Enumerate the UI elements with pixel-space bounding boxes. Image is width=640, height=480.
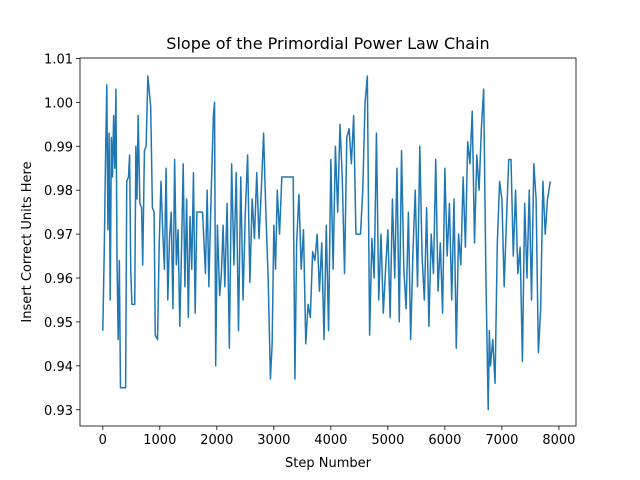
y-tick-label: 1.01 [44, 52, 73, 67]
chart-title: Slope of the Primordial Power Law Chain [166, 34, 489, 53]
x-tick-label: 3000 [257, 433, 290, 448]
y-tick-label: 0.93 [44, 404, 73, 419]
y-tick-label: 0.95 [44, 316, 73, 331]
y-tick-label: 1.00 [44, 96, 73, 111]
data-line [102, 75, 552, 411]
x-tick-label: 6000 [428, 433, 461, 448]
y-tick-label: 0.97 [44, 228, 73, 243]
y-tick-label: 0.94 [44, 360, 73, 375]
y-tick-label: 0.98 [44, 184, 73, 199]
y-axis-label: Insert Correct Units Here [20, 161, 35, 322]
x-tick-label: 7000 [485, 433, 518, 448]
y-tick-label: 0.99 [44, 140, 73, 155]
x-tick-label: 5000 [371, 433, 404, 448]
x-axis-label: Step Number [285, 456, 372, 471]
x-tick-label: 4000 [314, 433, 347, 448]
x-tick-label: 0 [99, 433, 107, 448]
x-tick-label: 8000 [542, 433, 575, 448]
x-tick-label: 1000 [143, 433, 176, 448]
plot-frame [79, 57, 577, 427]
y-tick-label: 0.96 [44, 272, 73, 287]
x-tick-label: 2000 [200, 433, 233, 448]
